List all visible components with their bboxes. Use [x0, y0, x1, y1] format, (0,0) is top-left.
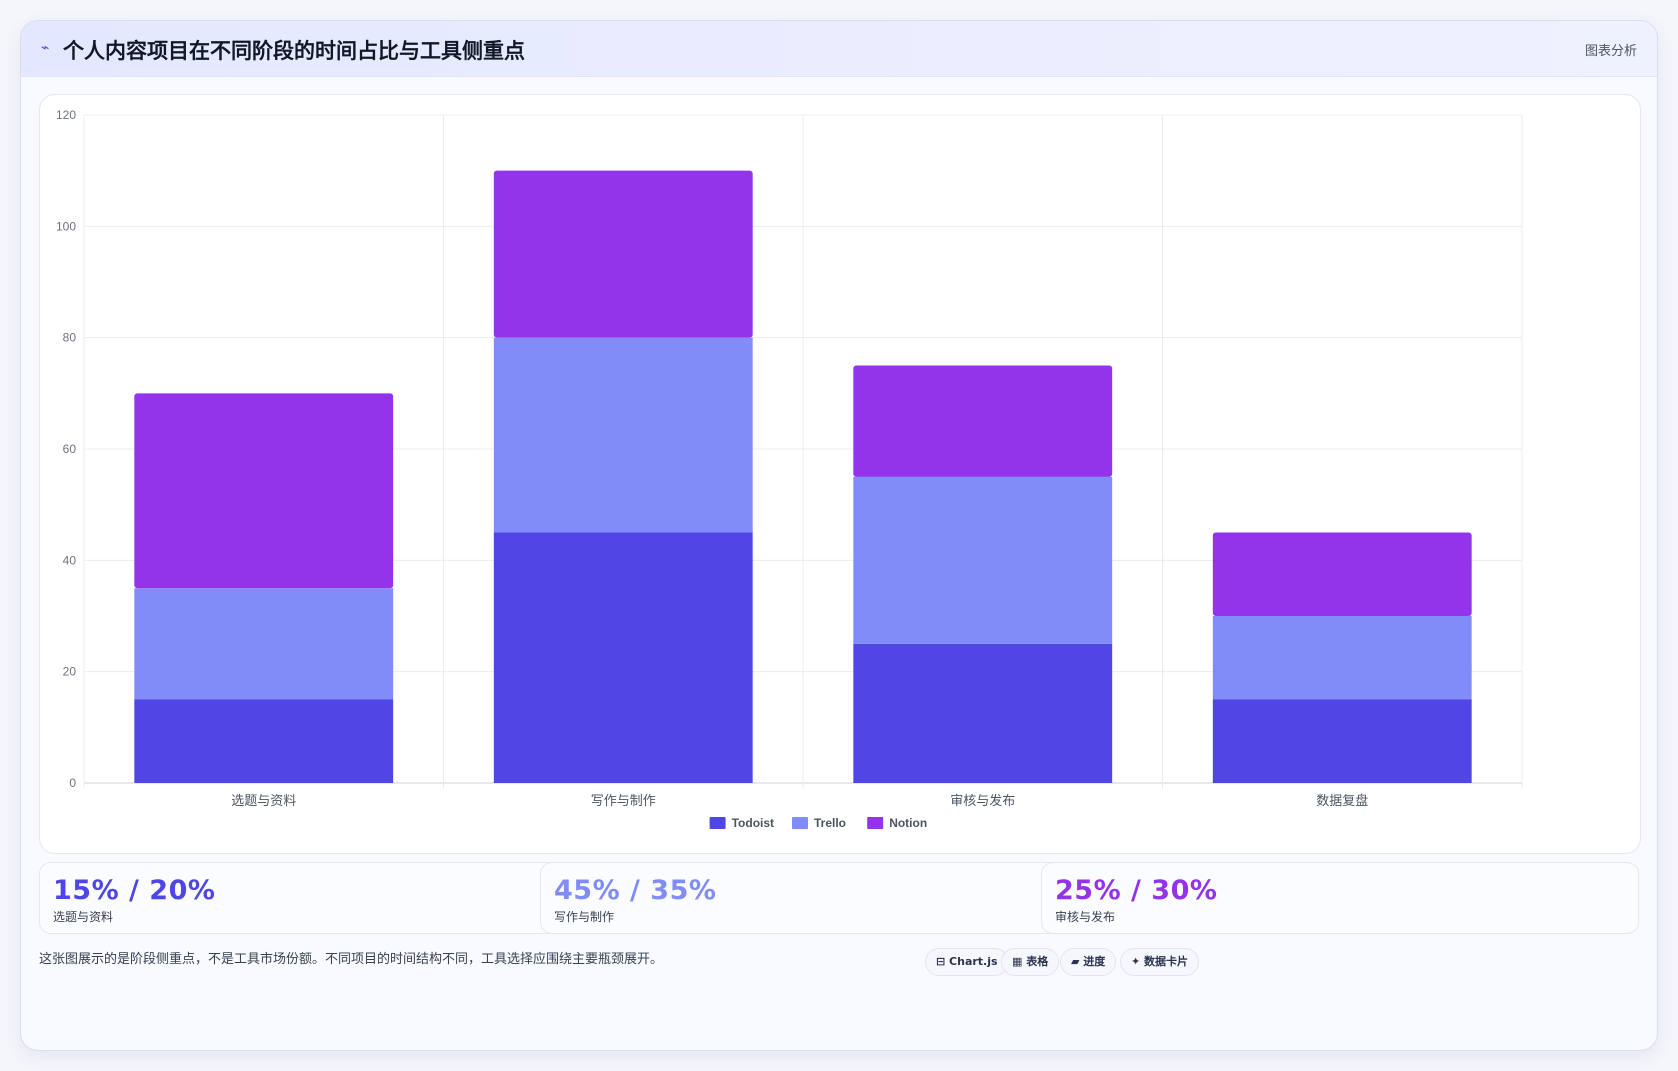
footer-note: 这张图展示的是阶段侧重点，不是工具市场份额。不同项目的时间结构不同，工具选择应围… [39, 952, 664, 967]
bar-segment [1212, 616, 1472, 700]
y-tick-label: 100 [56, 219, 76, 233]
x-tick-label: 数据复盘 [1316, 793, 1368, 809]
y-tick-label: 0 [69, 776, 76, 790]
bar-segment [134, 393, 394, 589]
y-tick-label: 20 [63, 665, 77, 679]
chip-data-card[interactable]: ✦ 数据卡片 [1120, 948, 1200, 976]
x-tick-label: 审核与发布 [950, 793, 1015, 809]
bar-segment [493, 170, 753, 338]
kpi-label: 写作与制作 [554, 910, 615, 924]
panel-header: ⌁ 个人内容项目在不同阶段的时间占比与工具侧重点 图表分析 [21, 21, 1657, 77]
legend-label: Todoist [732, 816, 774, 830]
bar-segment [853, 476, 1113, 644]
kpi-card: 15% / 20% 选题与资料 [39, 862, 563, 934]
kpi-value: 25% / 30% [1055, 875, 1218, 906]
bar-segment [853, 643, 1113, 783]
bar-segment [1212, 532, 1472, 616]
kpi-label: 审核与发布 [1055, 910, 1116, 924]
y-tick-label: 60 [63, 442, 77, 456]
legend-swatch [709, 817, 726, 829]
legend-label: Trello [814, 816, 846, 830]
y-tick-label: 120 [56, 108, 76, 122]
chip-progress[interactable]: ▰ 进度 [1060, 948, 1117, 976]
y-tick-label: 40 [63, 553, 77, 567]
kpi-card: 25% / 30% 审核与发布 [1041, 862, 1639, 934]
bar-segment [134, 699, 394, 783]
kpi-row: 15% / 20% 选题与资料 45% / 35% 写作与制作 25% / 30… [39, 862, 1639, 934]
bar-segment [1212, 699, 1472, 783]
kpi-value: 45% / 35% [554, 875, 717, 906]
kpi-card: 45% / 35% 写作与制作 [540, 862, 1064, 934]
bar-segment [134, 588, 394, 700]
chart-panel: ⌁ 个人内容项目在不同阶段的时间占比与工具侧重点 图表分析 0 20 40 60 80 1… [20, 20, 1658, 1051]
bar-segment [493, 532, 753, 783]
x-tick-label: 选题与资料 [231, 794, 296, 809]
kpi-value: 15% / 20% [53, 875, 216, 906]
kpi-label: 选题与资料 [53, 910, 114, 924]
chip-chartjs[interactable]: ⊟ Chart.js [925, 948, 1009, 976]
chip-table[interactable]: ▦ 表格 [1001, 948, 1060, 976]
x-tick-label: 写作与制作 [591, 794, 656, 809]
trend-icon: ⌁ [41, 39, 50, 55]
panel-title: 个人内容项目在不同阶段的时间占比与工具侧重点 [63, 39, 525, 63]
chart-analysis-tag[interactable]: 图表分析 [1584, 44, 1637, 59]
legend-label: Notion [889, 816, 927, 830]
y-tick-label: 80 [63, 331, 77, 345]
stacked-bar-chart: 0 20 40 60 80 100 120 选题与资料 写作与制作 审核与发布 数据复盘 Todois… [56, 108, 1523, 830]
chart-card: 0 20 40 60 80 100 120 选题与资料 写作与制作 审核与发布 数据复盘 Todois… [39, 94, 1641, 854]
legend-swatch [867, 817, 884, 829]
bar-segment [493, 337, 753, 533]
legend-swatch [792, 817, 808, 829]
bar-segment [853, 365, 1113, 477]
